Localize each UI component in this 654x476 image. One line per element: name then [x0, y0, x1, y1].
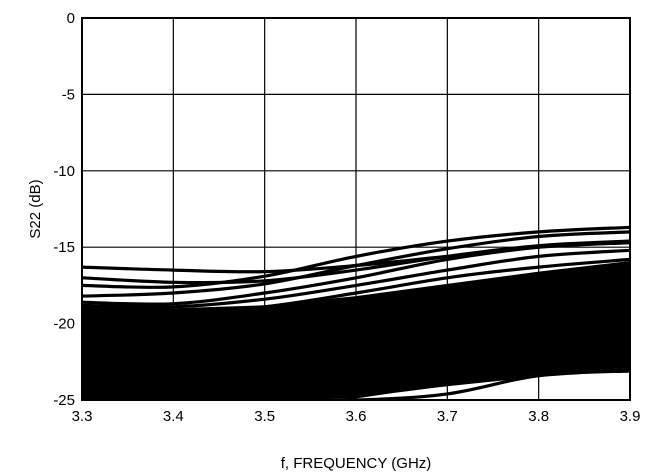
data-layer: [82, 225, 630, 400]
y-tick-label: 0: [67, 10, 75, 27]
series-line-14: [82, 346, 630, 388]
series-line-17: [82, 369, 630, 400]
series-line-5: [82, 239, 630, 306]
series-line-11: [82, 306, 630, 359]
x-axis-title: f, FREQUENCY (GHz): [281, 455, 432, 472]
series-line-13: [82, 334, 630, 378]
series-line-4: [82, 230, 630, 298]
x-tick-label: 3.4: [163, 408, 184, 425]
x-tick-label: 3.8: [528, 408, 549, 425]
y-tick-label: -25: [53, 392, 75, 409]
x-tick-labels: 3.3 3.4 3.5 3.6 3.7 3.8 3.9: [72, 408, 641, 425]
y-tick-label: -15: [53, 239, 75, 256]
y-tick-label: -10: [53, 163, 75, 180]
x-tick-label: 3.7: [437, 408, 458, 425]
x-tick-label: 3.5: [254, 408, 275, 425]
series-line-7: [82, 257, 630, 315]
x-tick-label: 3.3: [72, 408, 93, 425]
x-tick-label: 3.6: [346, 408, 367, 425]
series-line-6: [82, 248, 630, 309]
series-line-12: [82, 320, 630, 368]
plot-frame: [81, 17, 631, 401]
y-tick-labels: 0 -5 -10 -15 -20 -25: [53, 10, 75, 409]
series-line-3: [82, 225, 630, 289]
series-line-8: [82, 268, 630, 326]
x-tick-label: 3.9: [620, 408, 641, 425]
y-tick-label: -20: [53, 316, 75, 333]
plot-border: [81, 17, 631, 401]
series-line-10: [82, 294, 630, 349]
series-line-15: [82, 357, 630, 397]
series-line-9: [82, 282, 630, 338]
y-tick-label: -5: [62, 86, 75, 103]
y-axis-title: S22 (dB): [27, 179, 44, 238]
